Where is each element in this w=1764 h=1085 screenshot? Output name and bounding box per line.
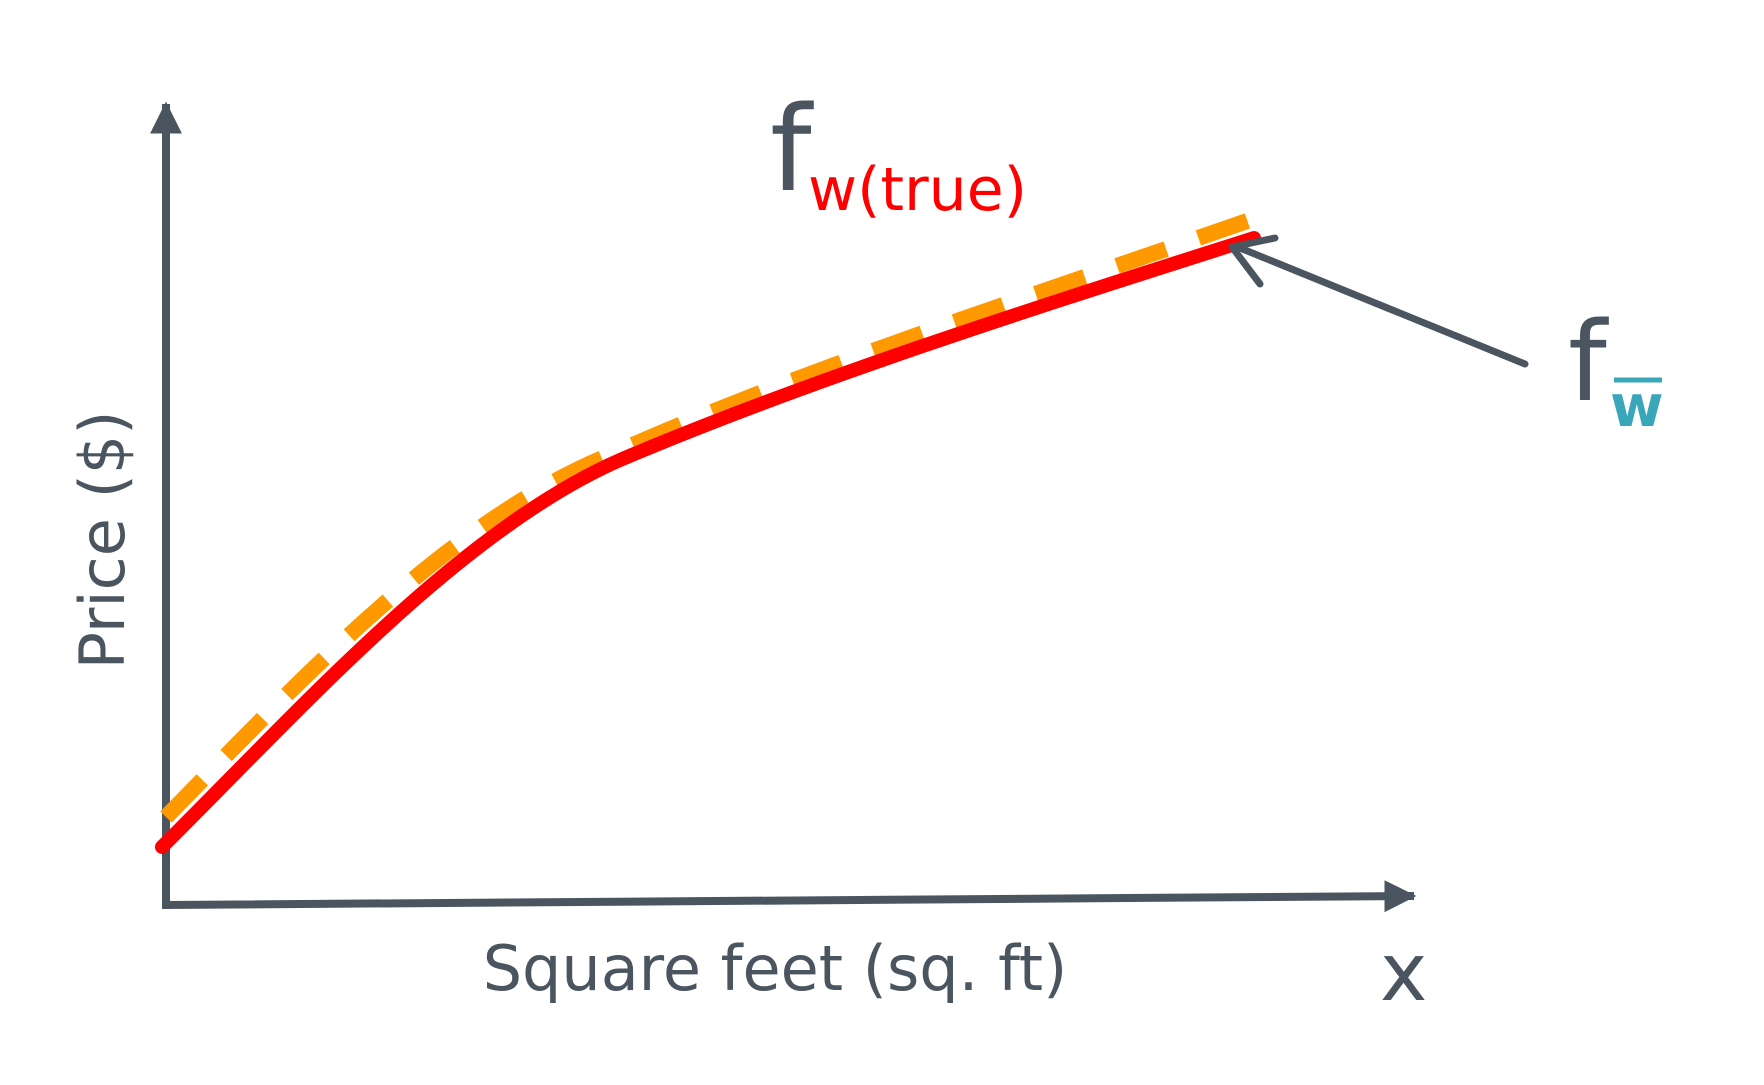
true-function-curve — [155, 231, 1261, 854]
pointer-arrow — [1228, 234, 1529, 368]
estimated-function-base: f — [1568, 298, 1609, 426]
estimated-function-label: f w — [1568, 298, 1664, 440]
true-function-subscript: w(true) — [808, 155, 1027, 225]
estimated-function-subscript: w — [1610, 372, 1664, 440]
true-function-base: f — [770, 80, 814, 218]
estimated-function-curve — [160, 212, 1253, 823]
x-axis — [161, 880, 1417, 913]
true-function-label: f w(true) — [770, 80, 1027, 225]
x-axis-label: Square feet (sq. ft) — [483, 932, 1068, 1005]
x-axis-symbol: x — [1380, 926, 1427, 1019]
y-axis-label: Price ($) — [66, 411, 139, 670]
